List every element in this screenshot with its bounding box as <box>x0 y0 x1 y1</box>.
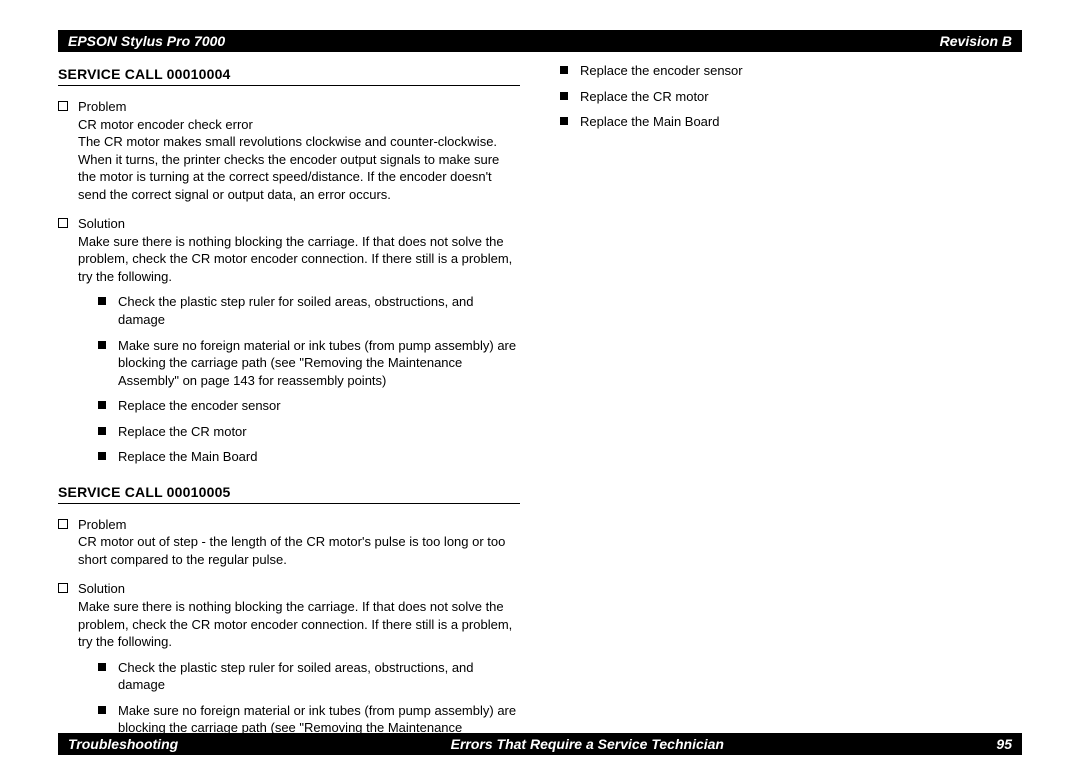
step-text: Check the plastic step ruler for soiled … <box>118 293 520 328</box>
footer-left: Troubleshooting <box>68 736 178 752</box>
service-call-heading-2: SERVICE CALL 00010005 <box>58 484 520 504</box>
solution-label: Solution <box>78 580 125 598</box>
list-item: Check the plastic step ruler for soiled … <box>98 659 520 694</box>
square-bullet-icon <box>98 663 106 671</box>
list-item: Replace the Main Board <box>560 113 1022 131</box>
header-bar: EPSON Stylus Pro 7000 Revision B <box>58 30 1022 52</box>
header-left: EPSON Stylus Pro 7000 <box>68 33 225 49</box>
solution-text: Make sure there is nothing blocking the … <box>78 598 520 651</box>
square-bullet-icon <box>560 66 568 74</box>
square-bullet-icon <box>98 341 106 349</box>
list-item: Replace the Main Board <box>98 448 520 466</box>
step-text: Replace the Main Board <box>580 113 719 131</box>
square-bullet-icon <box>98 427 106 435</box>
left-column: SERVICE CALL 00010004 Problem CR motor e… <box>58 62 520 725</box>
checkbox-icon <box>58 519 68 529</box>
list-item: Replace the encoder sensor <box>98 397 520 415</box>
square-bullet-icon <box>98 452 106 460</box>
page-content: SERVICE CALL 00010004 Problem CR motor e… <box>58 62 1022 725</box>
step-text: Check the plastic step ruler for soiled … <box>118 659 520 694</box>
footer-right: 95 <box>996 736 1012 752</box>
problem-block-2: Problem CR motor out of step - the lengt… <box>78 516 520 569</box>
square-bullet-icon <box>98 401 106 409</box>
solution-steps-1: Check the plastic step ruler for soiled … <box>98 293 520 465</box>
square-bullet-icon <box>560 92 568 100</box>
step-text: Replace the Main Board <box>118 448 257 466</box>
footer-bar: Troubleshooting Errors That Require a Se… <box>58 733 1022 755</box>
right-steps: Replace the encoder sensor Replace the C… <box>560 62 1022 131</box>
step-text: Replace the encoder sensor <box>118 397 281 415</box>
solution-text: Make sure there is nothing blocking the … <box>78 233 520 286</box>
footer-center: Errors That Require a Service Technician <box>451 736 724 752</box>
solution-label: Solution <box>78 215 125 233</box>
problem-label: Problem <box>78 516 126 534</box>
step-text: Replace the encoder sensor <box>580 62 743 80</box>
service-call-heading-1: SERVICE CALL 00010004 <box>58 66 520 86</box>
checkbox-icon <box>58 218 68 228</box>
step-text: Make sure no foreign material or ink tub… <box>118 337 520 390</box>
list-item: Replace the CR motor <box>98 423 520 441</box>
problem-text: CR motor encoder check error The CR moto… <box>78 116 520 204</box>
solution-block-2: Solution Make sure there is nothing bloc… <box>78 580 520 754</box>
list-item: Replace the encoder sensor <box>560 62 1022 80</box>
header-right: Revision B <box>940 33 1012 49</box>
problem-label: Problem <box>78 98 126 116</box>
checkbox-icon <box>58 583 68 593</box>
step-text: Replace the CR motor <box>118 423 247 441</box>
square-bullet-icon <box>98 297 106 305</box>
problem-block-1: Problem CR motor encoder check error The… <box>78 98 520 203</box>
right-column: Replace the encoder sensor Replace the C… <box>560 62 1022 725</box>
list-item: Replace the CR motor <box>560 88 1022 106</box>
list-item: Check the plastic step ruler for soiled … <box>98 293 520 328</box>
checkbox-icon <box>58 101 68 111</box>
square-bullet-icon <box>560 117 568 125</box>
list-item: Make sure no foreign material or ink tub… <box>98 337 520 390</box>
problem-text: CR motor out of step - the length of the… <box>78 533 520 568</box>
step-text: Replace the CR motor <box>580 88 709 106</box>
square-bullet-icon <box>98 706 106 714</box>
solution-block-1: Solution Make sure there is nothing bloc… <box>78 215 520 466</box>
